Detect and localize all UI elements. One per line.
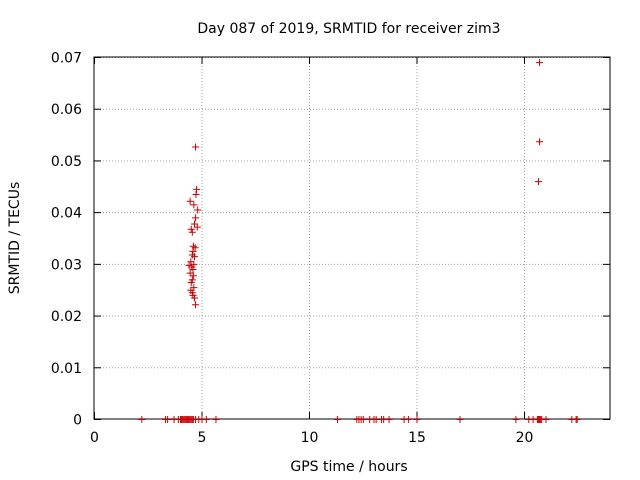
data-point xyxy=(164,416,172,423)
data-point xyxy=(189,247,197,255)
data-point xyxy=(333,416,341,423)
data-point xyxy=(536,59,544,67)
data-point xyxy=(536,138,544,146)
y-tick-label: 0.03 xyxy=(51,257,82,273)
data-point xyxy=(190,294,198,302)
data-point xyxy=(192,214,200,222)
data-point xyxy=(189,272,197,280)
data-point xyxy=(456,416,464,423)
data-point xyxy=(192,301,200,309)
x-tick-label: 10 xyxy=(301,430,319,446)
plot-frame xyxy=(93,56,611,420)
data-point xyxy=(190,201,198,209)
data-points xyxy=(138,59,581,423)
chart-title: Day 087 of 2019, SRMTID for receiver zim… xyxy=(197,21,500,37)
y-axis-label: SRMTID / TECUs xyxy=(7,182,23,295)
axis-tick-labels: 0 5 10 15 20 0 0.01 0.02 0.03 0.04 0.05 0.06 0.07 xyxy=(51,51,534,447)
data-point xyxy=(186,197,194,205)
data-point xyxy=(404,416,412,423)
data-point xyxy=(192,191,200,199)
data-point xyxy=(573,416,581,423)
data-point xyxy=(191,244,199,252)
y-tick-label: 0 xyxy=(73,413,82,429)
data-point xyxy=(190,253,198,261)
data-point xyxy=(385,416,393,423)
data-point xyxy=(512,416,520,423)
y-tick-label: 0.05 xyxy=(51,154,82,170)
data-point xyxy=(193,185,201,193)
y-tick-label: 0.01 xyxy=(51,361,82,377)
y-tick-label: 0.07 xyxy=(51,51,82,67)
data-point xyxy=(192,143,200,151)
y-tick-label: 0.02 xyxy=(51,309,82,325)
y-tick-label: 0.06 xyxy=(51,102,82,118)
x-tick-label: 0 xyxy=(90,430,99,446)
x-tick-label: 15 xyxy=(408,430,426,446)
data-point xyxy=(359,416,367,423)
y-tick-label: 0.04 xyxy=(51,206,82,222)
x-axis-label: GPS time / hours xyxy=(290,459,407,475)
data-point xyxy=(189,266,197,274)
data-point xyxy=(534,178,542,186)
x-tick-label: 20 xyxy=(516,430,534,446)
data-point xyxy=(187,225,195,233)
x-tick-label: 5 xyxy=(198,430,207,446)
data-point xyxy=(138,416,146,423)
data-point xyxy=(187,278,195,286)
data-point xyxy=(194,206,202,214)
data-point xyxy=(193,223,201,231)
data-point xyxy=(188,228,196,236)
data-point xyxy=(542,416,550,423)
data-point xyxy=(413,416,421,423)
grid xyxy=(94,57,610,419)
data-point xyxy=(212,416,220,423)
data-point xyxy=(202,416,210,423)
